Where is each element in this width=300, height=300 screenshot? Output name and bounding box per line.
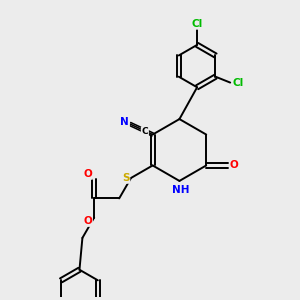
Text: Cl: Cl — [233, 78, 244, 88]
Text: Cl: Cl — [191, 19, 203, 29]
Text: NH: NH — [172, 185, 190, 195]
Text: O: O — [83, 216, 92, 226]
Text: O: O — [83, 169, 92, 179]
Text: C: C — [142, 127, 148, 136]
Text: N: N — [120, 117, 129, 127]
Text: O: O — [230, 160, 239, 170]
Text: S: S — [122, 173, 129, 183]
